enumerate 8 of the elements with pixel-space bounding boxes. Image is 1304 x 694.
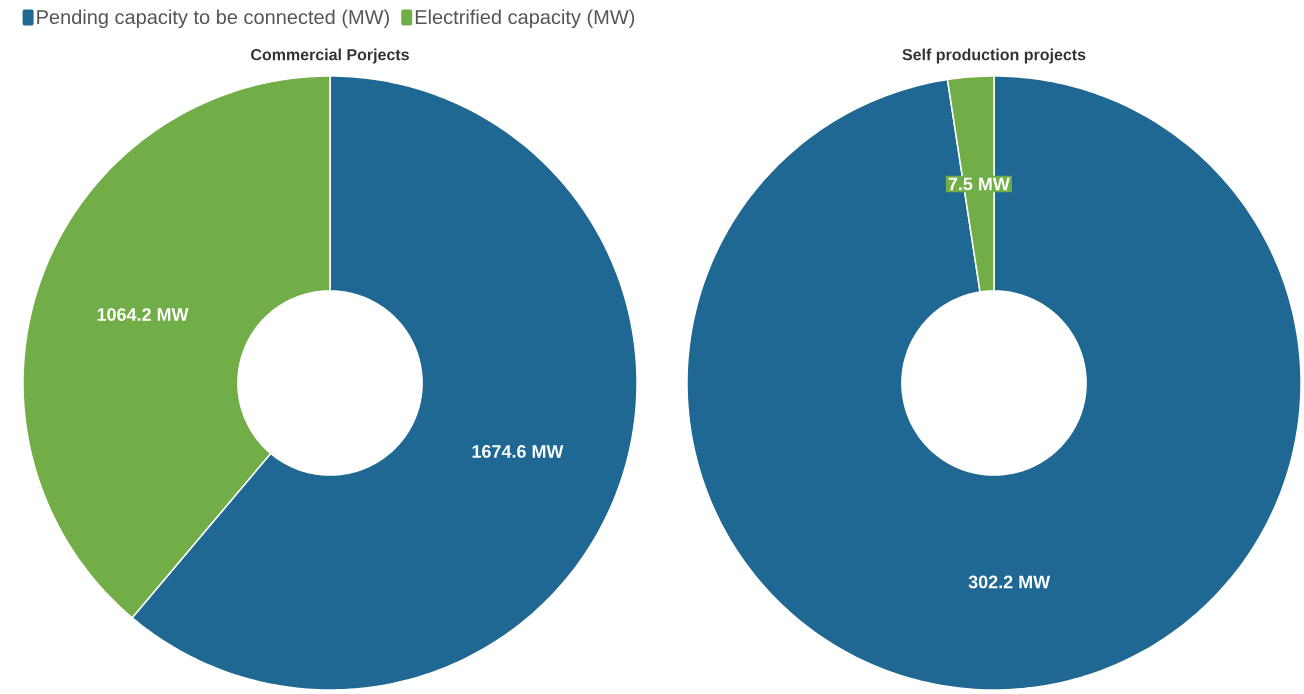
chart-title: Self production projects — [902, 48, 1086, 64]
slice-label: Pending capacity to be connected (MW) — [37, 9, 389, 29]
data-label: 302.2 MW — [968, 575, 1051, 589]
data-label: 1064.2 MW — [97, 308, 189, 321]
data-label: 7.5 MW — [948, 177, 1010, 191]
data-label: 1674.6 MW — [472, 445, 564, 458]
chart-title: Commercial Porjects — [251, 48, 409, 64]
legend-label: Electrified capacity (MW) — [415, 9, 635, 29]
